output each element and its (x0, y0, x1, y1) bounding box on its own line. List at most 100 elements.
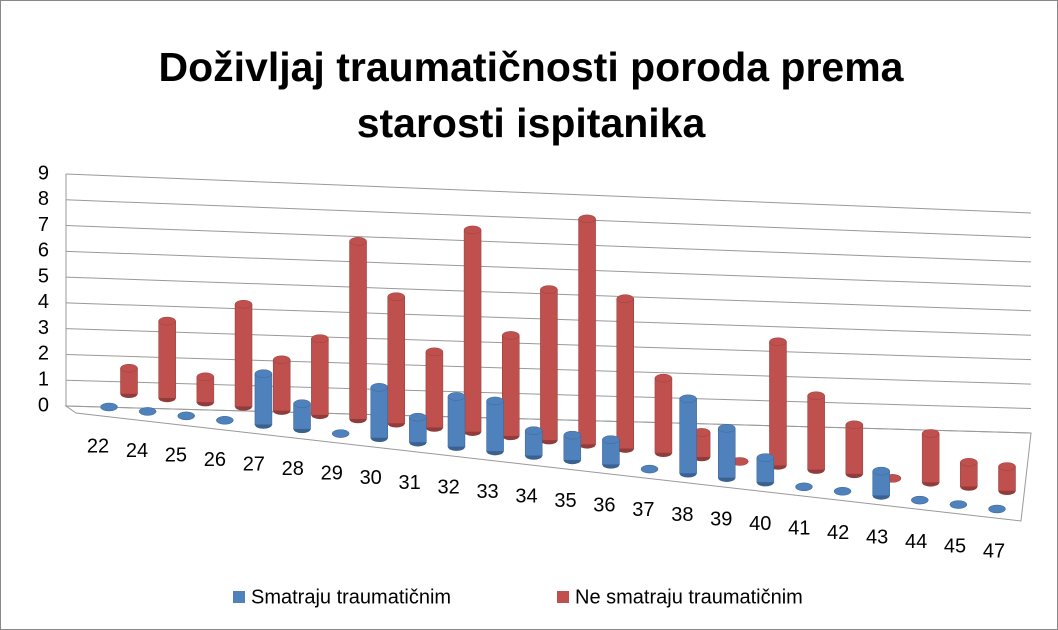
bar-top (387, 292, 405, 301)
y-tick-label: 5 (38, 265, 49, 287)
bar-top (769, 337, 787, 346)
bar (501, 335, 520, 437)
y-tick-label: 3 (38, 317, 49, 339)
y-tick-label: 7 (38, 214, 49, 236)
bar-top (640, 464, 659, 474)
bar (679, 398, 697, 474)
x-tick-label: 43 (866, 527, 888, 549)
x-tick-label: 27 (243, 454, 265, 476)
bar (370, 387, 389, 439)
bar (807, 395, 825, 471)
x-tick-label: 28 (282, 458, 304, 480)
bar (387, 296, 405, 424)
bar-top (602, 435, 620, 444)
bar-top (988, 504, 1006, 514)
y-tick-label: 8 (38, 188, 49, 210)
bar-top (501, 331, 520, 340)
bar (158, 320, 176, 399)
bar-top (949, 500, 968, 509)
y-tick-label: 1 (38, 369, 49, 391)
bar (311, 338, 329, 416)
y-tick-label: 4 (38, 291, 49, 313)
bar (425, 351, 444, 428)
bar-top (833, 487, 852, 496)
bar-top (616, 294, 635, 303)
bar-top (349, 237, 367, 246)
bar (463, 229, 482, 433)
bar-top (463, 225, 482, 235)
x-tick-label: 37 (632, 499, 654, 521)
y-tick-label: 2 (38, 343, 49, 365)
bar (578, 218, 596, 445)
bar-top (311, 334, 329, 343)
bar (272, 359, 291, 412)
x-tick-label: 35 (554, 490, 576, 512)
grid-line (65, 199, 1032, 238)
bar (616, 298, 635, 450)
bar (254, 373, 273, 425)
bar-top (293, 399, 311, 408)
x-tick-label: 41 (788, 517, 810, 539)
bar-top (331, 429, 350, 438)
legend-label: Ne smatraju traumatičnim (575, 586, 803, 608)
x-tick-label: 44 (905, 531, 927, 553)
bar-top (138, 407, 157, 416)
legend-label: Smatraju traumatičnim (251, 586, 451, 608)
bar-top (717, 424, 736, 433)
bar-top (795, 482, 813, 492)
x-tick-label: 26 (204, 449, 226, 471)
bar-top (409, 412, 427, 422)
bar-top (425, 347, 444, 357)
x-tick-label: 42 (827, 522, 849, 544)
bar (486, 400, 504, 452)
x-tick-label: 34 (515, 485, 537, 507)
bar-top (756, 453, 775, 462)
x-tick-label: 45 (944, 536, 966, 558)
bar (845, 424, 864, 475)
x-tick-label: 39 (710, 508, 732, 530)
x-tick-label: 25 (165, 444, 187, 466)
legend-swatch (557, 591, 569, 603)
bar (769, 341, 787, 466)
grid-line (65, 173, 1032, 214)
bar (349, 241, 367, 420)
legend-swatch (233, 591, 245, 603)
bar-top (654, 373, 673, 383)
x-tick-label: 29 (321, 463, 343, 485)
bar-top (845, 420, 864, 430)
bar-top (370, 383, 389, 392)
x-tick-label: 40 (749, 513, 771, 535)
x-tick-label: 36 (593, 495, 615, 517)
bar (234, 303, 253, 407)
bar-top (578, 214, 596, 224)
bar-top (524, 426, 543, 435)
bar-top (216, 416, 234, 425)
bar-top (960, 458, 978, 467)
bar (654, 377, 673, 454)
bar (921, 433, 940, 483)
grid-line (65, 250, 1032, 287)
bar-top (486, 396, 504, 406)
x-tick-label: 33 (476, 481, 498, 503)
x-tick-label: 24 (126, 440, 148, 462)
x-tick-label: 38 (671, 504, 693, 526)
x-tick-label: 22 (87, 435, 109, 457)
bar (717, 428, 736, 479)
y-tick-label: 9 (38, 162, 49, 184)
y-tick-label: 6 (38, 240, 49, 262)
bar-top (120, 363, 138, 373)
bar-top (447, 392, 466, 401)
bar-top (100, 402, 118, 412)
bar-top (272, 355, 291, 365)
bar-top (234, 299, 253, 309)
bar-top (807, 391, 825, 400)
bar (447, 396, 466, 448)
bar-top (998, 462, 1016, 471)
x-tick-label: 30 (360, 467, 382, 489)
y-tick-label: 0 (38, 394, 49, 416)
x-tick-label: 32 (437, 476, 459, 498)
bar-top (196, 372, 215, 382)
x-tick-label: 31 (399, 472, 421, 494)
bar-top (158, 316, 176, 326)
